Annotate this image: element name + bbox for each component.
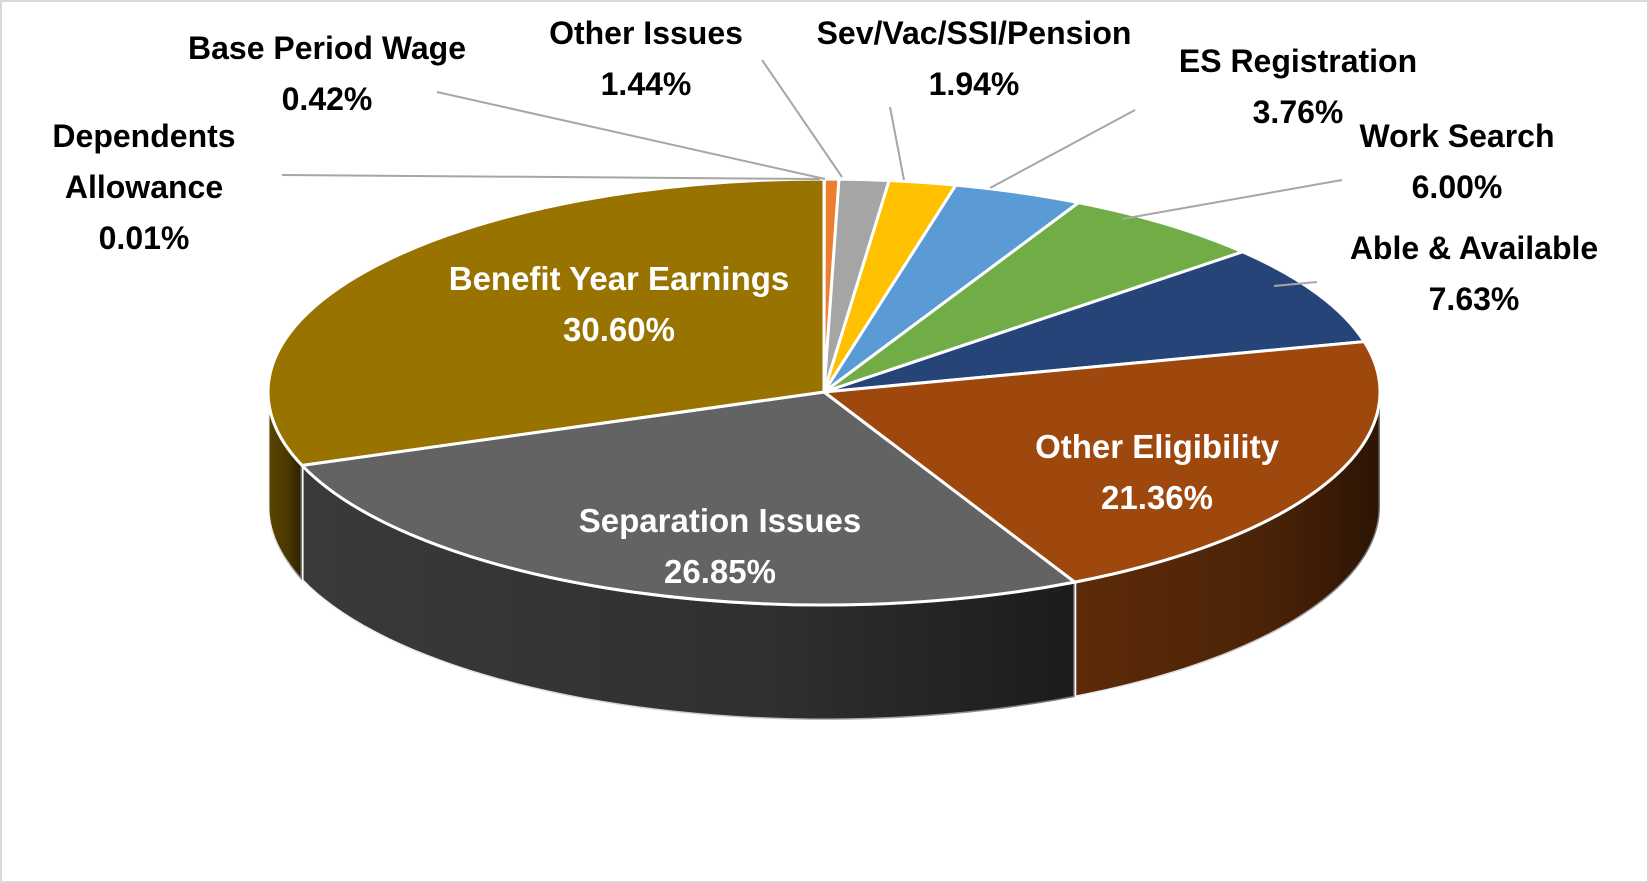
leader-dependents-allowance bbox=[281, 174, 821, 180]
label-other-eligibility: Other Eligibility bbox=[1035, 428, 1280, 465]
side-shade-other-eligibility bbox=[1074, 392, 1380, 698]
leader-lines bbox=[281, 59, 1343, 287]
leader-other-issues bbox=[761, 59, 843, 178]
label-separation-issues: Separation Issues bbox=[579, 502, 861, 539]
side-shade-separation-issues bbox=[302, 465, 1075, 720]
value-separation-issues: 26.85% bbox=[664, 553, 776, 590]
value-dependents-allowance: 0.01% bbox=[99, 220, 190, 256]
side-shade-benefit-year-earnings bbox=[268, 392, 303, 581]
value-other-issues: 1.44% bbox=[601, 66, 692, 102]
data-labels: Dependents Allowance 0.01% Base Period Wage… bbox=[52, 15, 1598, 590]
value-benefit-year-earnings: 30.60% bbox=[563, 311, 675, 348]
label-base-period-wage: Base Period Wage bbox=[188, 30, 466, 66]
label-es-registration: ES Registration bbox=[1179, 43, 1417, 79]
leader-es-registration bbox=[989, 109, 1136, 189]
label-other-issues: Other Issues bbox=[549, 15, 743, 51]
label-work-search: Work Search bbox=[1359, 118, 1554, 154]
slice-other-eligibility[interactable] bbox=[822, 340, 1382, 584]
leader-base-period-wage bbox=[436, 91, 826, 180]
slice-benefit-year-earnings[interactable] bbox=[266, 177, 826, 467]
pie-sides bbox=[266, 390, 1382, 722]
leader-able-available bbox=[1273, 281, 1318, 287]
pie-tops bbox=[266, 177, 1382, 607]
slice-separation-issues[interactable] bbox=[300, 390, 1077, 607]
leader-work-search bbox=[1121, 179, 1343, 220]
slice-work-search[interactable] bbox=[822, 201, 1245, 394]
label-dependents-allowance: Allowance bbox=[65, 169, 223, 205]
label-able-available: Able & Available bbox=[1350, 230, 1598, 266]
label-dependents-allowance: Dependents bbox=[52, 118, 235, 154]
value-able-available: 7.63% bbox=[1429, 281, 1520, 317]
slice-able-available[interactable] bbox=[822, 250, 1366, 394]
leader-sev-vac-ssi-pension bbox=[889, 106, 905, 181]
value-base-period-wage: 0.42% bbox=[282, 81, 373, 117]
label-sev-vac-ssi-pension: Sev/Vac/SSI/Pension bbox=[817, 15, 1132, 51]
value-work-search: 6.00% bbox=[1412, 169, 1503, 205]
value-sev-vac-ssi-pension: 1.94% bbox=[929, 66, 1020, 102]
value-other-eligibility: 21.36% bbox=[1101, 479, 1213, 516]
value-es-registration: 3.76% bbox=[1253, 94, 1344, 130]
label-benefit-year-earnings: Benefit Year Earnings bbox=[449, 260, 790, 297]
